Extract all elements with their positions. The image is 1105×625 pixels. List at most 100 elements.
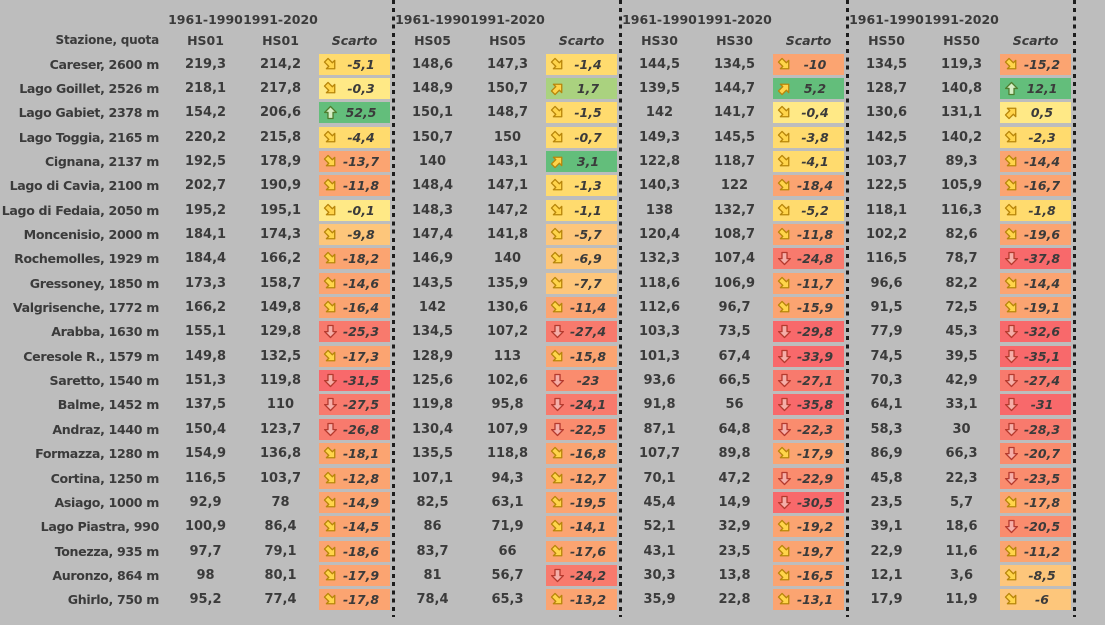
scarto-box: -17,8 [1000, 491, 1071, 513]
scarto-box: -23 [546, 370, 617, 392]
scarto-box: 5,2 [773, 78, 844, 100]
value-cell: 82,2 [945, 275, 978, 291]
value-cell: 100,9 [184, 519, 227, 535]
scarto-cell: -13,7 [318, 149, 391, 173]
down-arrow-icon [323, 422, 338, 436]
scarto-value: -2,3 [1028, 129, 1056, 145]
scarto-box: -9,8 [319, 224, 390, 246]
table-body: Careser, 2600 m 219,3 214,2 -5,1 148,6 147,3 -… [0, 52, 1105, 612]
value-cell: 52,1 [643, 519, 676, 535]
scarto-cell: -3,8 [772, 125, 845, 149]
diagonal-down-arrow-icon [1004, 568, 1017, 581]
scarto-cell: -37,8 [999, 247, 1072, 271]
value-cell: 130,4 [411, 421, 454, 437]
scarto-value: -35,8 [796, 397, 834, 413]
scarto-value: -14,6 [342, 275, 380, 291]
value-cell: 128,9 [411, 348, 454, 364]
scarto-box: -7,7 [546, 272, 617, 294]
value-cell: 73,5 [718, 324, 751, 340]
scarto-cell: -19,5 [545, 490, 618, 514]
scarto-value: -15,8 [569, 348, 607, 364]
scarto-box: -23,5 [1000, 467, 1071, 489]
scarto-value: -0,7 [574, 129, 602, 145]
value-cell: 219,3 [184, 56, 227, 72]
scarto-cell: -30,5 [772, 490, 845, 514]
scarto-box: -16,8 [546, 443, 617, 465]
scarto-cell: -1,5 [545, 101, 618, 125]
value-cell: 132,7 [713, 202, 756, 218]
value-cell: 150,7 [411, 129, 454, 145]
diagonal-down-arrow-icon [1004, 300, 1017, 313]
scarto-box: -3,8 [773, 126, 844, 148]
scarto-value: -12,8 [342, 470, 380, 486]
diagonal-down-arrow-icon [777, 57, 790, 70]
value-cell: 148,6 [411, 56, 454, 72]
scarto-box: -1,8 [1000, 199, 1071, 221]
scarto-cell: 5,2 [772, 76, 845, 100]
value-cell: 11,6 [945, 543, 978, 559]
scarto-box: -16,4 [319, 297, 390, 319]
scarto-value: -13,1 [796, 592, 834, 608]
value-cell: 218,1 [184, 81, 227, 97]
scarto-value: -11,2 [1023, 543, 1061, 559]
diagonal-down-arrow-icon [550, 179, 563, 191]
scarto-cell: -20,5 [999, 515, 1072, 539]
table-row: Lago di Cavia, 2100 m 202,7 190,9 -11,8 148,… [0, 174, 1105, 198]
value-cell: 107,2 [486, 324, 529, 340]
diagonal-down-arrow-icon [777, 130, 790, 143]
scarto-box: -15,9 [773, 297, 844, 319]
metric-header: HS01 [187, 33, 224, 48]
scarto-value: -14,4 [1023, 275, 1061, 291]
scarto-box: 1,7 [546, 78, 617, 100]
scarto-cell: -33,9 [772, 344, 845, 368]
scarto-cell: -14,4 [999, 149, 1072, 173]
scarto-cell: -27,1 [772, 368, 845, 392]
value-cell: 81 [423, 567, 442, 583]
value-cell: 78,7 [945, 251, 978, 267]
value-cell: 148,3 [411, 202, 454, 218]
value-cell: 150 [493, 129, 522, 145]
diagonal-down-arrow-icon [777, 593, 790, 605]
scarto-cell: -19,7 [772, 539, 845, 563]
scarto-cell: 0,5 [999, 101, 1072, 125]
diagonal-down-arrow-icon [323, 276, 336, 289]
scarto-value: -5,7 [574, 227, 602, 243]
down-arrow-icon [777, 325, 792, 339]
scarto-cell: -16,5 [772, 563, 845, 587]
scarto-box: -4,4 [319, 126, 390, 148]
value-cell: 95,2 [189, 592, 222, 608]
value-cell: 148,7 [486, 105, 529, 121]
value-cell: 113 [493, 348, 522, 364]
table-row: Tonezza, 935 m 97,7 79,1 -18,6 83,7 66 -17,6 43… [0, 539, 1105, 563]
scarto-cell: -17,8 [318, 588, 391, 612]
scarto-value: -25,3 [342, 324, 380, 340]
value-cell: 96,7 [718, 300, 751, 316]
scarto-box: -5,2 [773, 199, 844, 221]
scarto-cell: -11,7 [772, 271, 845, 295]
scarto-cell: -24,1 [545, 393, 618, 417]
value-cell: 56 [725, 397, 744, 413]
value-cell: 116,5 [865, 251, 908, 267]
scarto-box: -11,2 [1000, 540, 1071, 562]
down-arrow-icon [1004, 252, 1019, 266]
scarto-box: -24,2 [546, 564, 617, 586]
scarto-cell: -20,7 [999, 442, 1072, 466]
scarto-value: -1,5 [574, 105, 602, 121]
diagonal-down-arrow-icon [323, 130, 336, 143]
metric-header: HS30 [716, 33, 753, 48]
diagonal-down-arrow-icon [1004, 203, 1017, 216]
scarto-cell: -23 [545, 368, 618, 392]
table-row: Lago di Fedaia, 2050 m 195,2 195,1 -0,1 148,… [0, 198, 1105, 222]
diagonal-down-arrow-icon [1004, 154, 1017, 167]
scarto-cell: -31,5 [318, 368, 391, 392]
scarto-cell: -17,6 [545, 539, 618, 563]
scarto-cell: -24,2 [545, 563, 618, 587]
value-cell: 56,7 [491, 567, 524, 583]
scarto-value: 12,1 [1026, 81, 1058, 97]
value-cell: 149,8 [259, 300, 302, 316]
scarto-value: -7,7 [574, 275, 602, 291]
value-cell: 86 [423, 519, 442, 535]
metric-header: HS50 [868, 33, 905, 48]
station-cell: Lago Goillet, 2526 m [19, 81, 159, 97]
down-arrow-icon [1004, 471, 1019, 485]
